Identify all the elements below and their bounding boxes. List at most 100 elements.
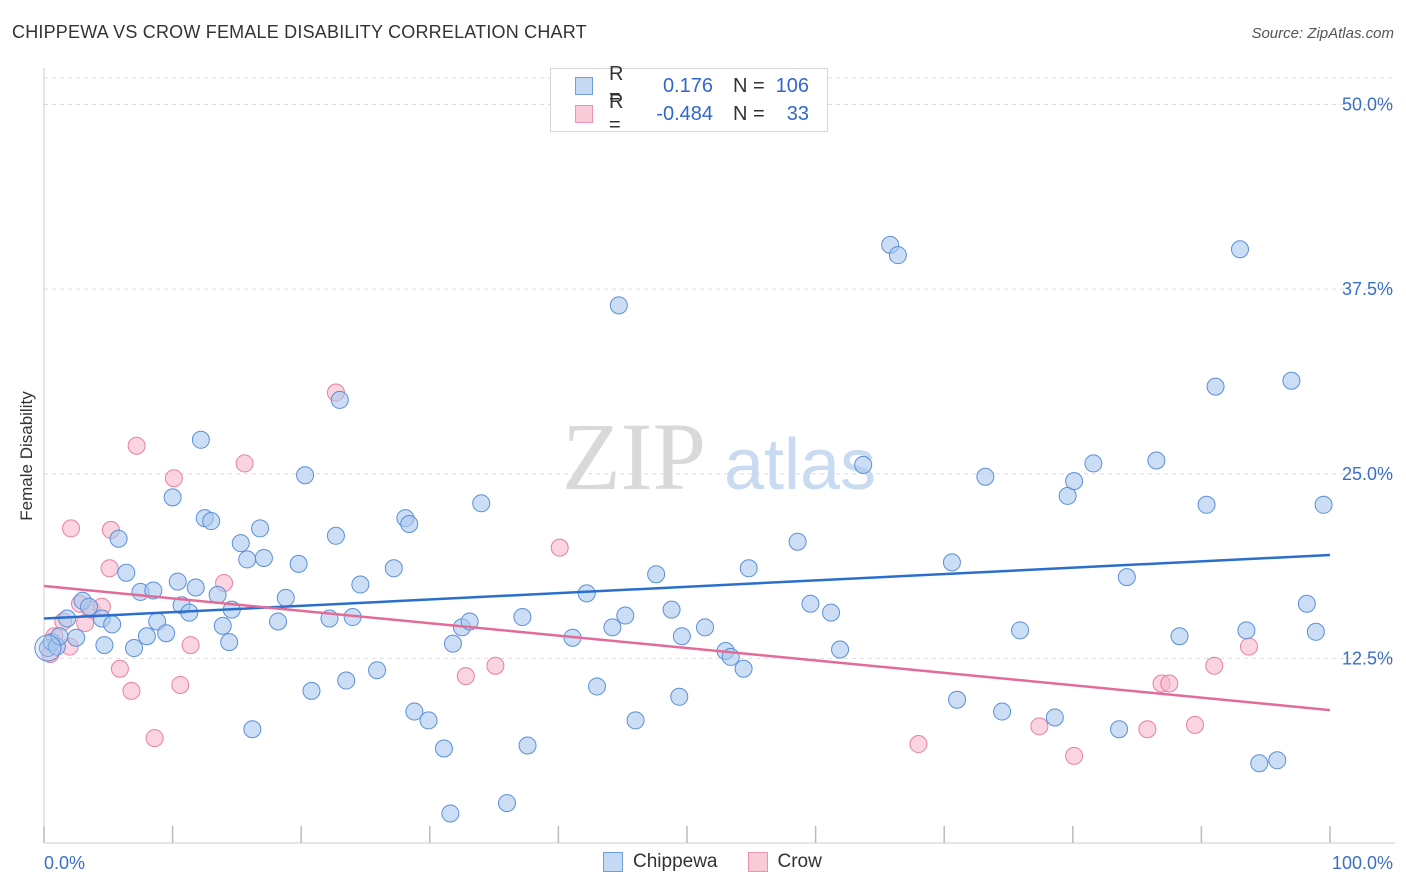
- data-point: [62, 519, 81, 538]
- data-point: [405, 702, 424, 721]
- data-point: [472, 494, 491, 513]
- data-point: [626, 711, 645, 730]
- data-point: [822, 603, 841, 622]
- data-point: [103, 615, 122, 634]
- data-point: [587, 677, 606, 696]
- data-point: [647, 565, 666, 584]
- data-point: [1206, 377, 1225, 396]
- data-point: [1011, 621, 1030, 640]
- legend-r-label: R =: [609, 91, 624, 136]
- chart-title: CHIPPEWA VS CROW FEMALE DISABILITY CORRE…: [12, 22, 587, 42]
- data-point: [909, 735, 928, 754]
- data-point: [1170, 627, 1189, 646]
- data-point: [125, 639, 144, 658]
- data-point: [276, 588, 295, 607]
- data-point: [110, 659, 129, 678]
- data-point: [662, 600, 681, 619]
- legend-n-label: N =: [733, 74, 765, 97]
- data-point: [289, 554, 308, 573]
- data-point: [337, 671, 356, 690]
- data-point: [191, 430, 210, 449]
- watermark-atlas: atlas: [724, 425, 876, 505]
- data-point: [1117, 568, 1136, 587]
- legend-item-chippewa[interactable]: Chippewa: [603, 851, 718, 873]
- legend-row-chippewa: R = 0.176 N = 106: [575, 63, 809, 108]
- data-point: [948, 690, 967, 709]
- data-point: [117, 563, 136, 582]
- data-point: [213, 616, 232, 635]
- data-point: [80, 597, 99, 616]
- data-point: [1250, 754, 1269, 773]
- data-point: [976, 467, 995, 486]
- data-point: [1314, 495, 1333, 514]
- data-point: [95, 636, 114, 655]
- data-point: [1268, 751, 1287, 770]
- chippewa-swatch: [575, 77, 593, 95]
- data-point: [854, 455, 873, 474]
- series-legend: Chippewa Crow: [603, 851, 852, 873]
- legend-row-crow: R = -0.484 N = 33: [575, 91, 809, 136]
- data-point: [164, 469, 183, 488]
- axes: [43, 68, 1395, 844]
- data-point: [186, 578, 205, 597]
- trend-line-chippewa: [43, 553, 1331, 620]
- data-point: [696, 618, 715, 637]
- data-point: [419, 711, 438, 730]
- legend-r-value: -0.484: [656, 102, 713, 125]
- data-point: [1065, 746, 1084, 765]
- data-point: [497, 794, 516, 813]
- data-point: [351, 575, 370, 594]
- legend-item-label: Chippewa: [633, 851, 718, 872]
- crow-swatch: [575, 105, 593, 123]
- data-point-cluster: [34, 634, 62, 662]
- trend-lines: [43, 553, 1331, 712]
- legend-item-label: Crow: [777, 851, 822, 872]
- data-point: [1306, 622, 1325, 641]
- data-point: [208, 585, 227, 604]
- data-point: [739, 559, 758, 578]
- data-point: [518, 736, 537, 755]
- data-point: [1185, 715, 1204, 734]
- watermark-zip: ZIP: [562, 403, 706, 510]
- data-point: [100, 559, 119, 578]
- data-point: [1138, 720, 1157, 739]
- tick-labels: 12.5% 25.0% 37.5% 50.0% 0.0% 100.0%: [44, 95, 1393, 873]
- data-point: [1084, 454, 1103, 473]
- data-point: [801, 594, 820, 613]
- data-point: [550, 538, 569, 557]
- y-tick-label: 50.0%: [1342, 95, 1393, 115]
- x-tick-label: 100.0%: [1332, 853, 1393, 873]
- data-point: [235, 454, 254, 473]
- data-point: [1237, 621, 1256, 640]
- data-point: [486, 656, 505, 675]
- y-tick-label: 25.0%: [1342, 464, 1393, 484]
- data-point: [788, 532, 807, 551]
- data-point: [1230, 240, 1249, 259]
- data-point: [302, 681, 321, 700]
- data-point: [1239, 637, 1258, 656]
- data-point: [1205, 656, 1224, 675]
- data-point: [400, 514, 419, 533]
- data-point: [122, 681, 141, 700]
- data-point: [1160, 674, 1179, 693]
- data-point: [942, 553, 961, 572]
- data-point: [577, 584, 596, 603]
- trend-line-crow: [43, 584, 1331, 712]
- y-tick-label: 37.5%: [1342, 279, 1393, 299]
- legend-n-label: N =: [733, 102, 765, 125]
- data-point: [513, 608, 532, 627]
- data-point: [238, 550, 257, 569]
- data-point: [1147, 451, 1166, 470]
- data-point: [171, 675, 190, 694]
- data-point: [1030, 717, 1049, 736]
- data-point: [269, 612, 288, 631]
- data-point: [670, 687, 689, 706]
- source-label: Source: ZipAtlas.com: [1251, 25, 1394, 42]
- data-point: [1297, 594, 1316, 613]
- data-point: [368, 661, 387, 680]
- data-point: [441, 804, 460, 823]
- data-point: [231, 534, 250, 553]
- x-tick-label: 0.0%: [44, 853, 85, 873]
- legend-item-crow[interactable]: Crow: [747, 851, 822, 873]
